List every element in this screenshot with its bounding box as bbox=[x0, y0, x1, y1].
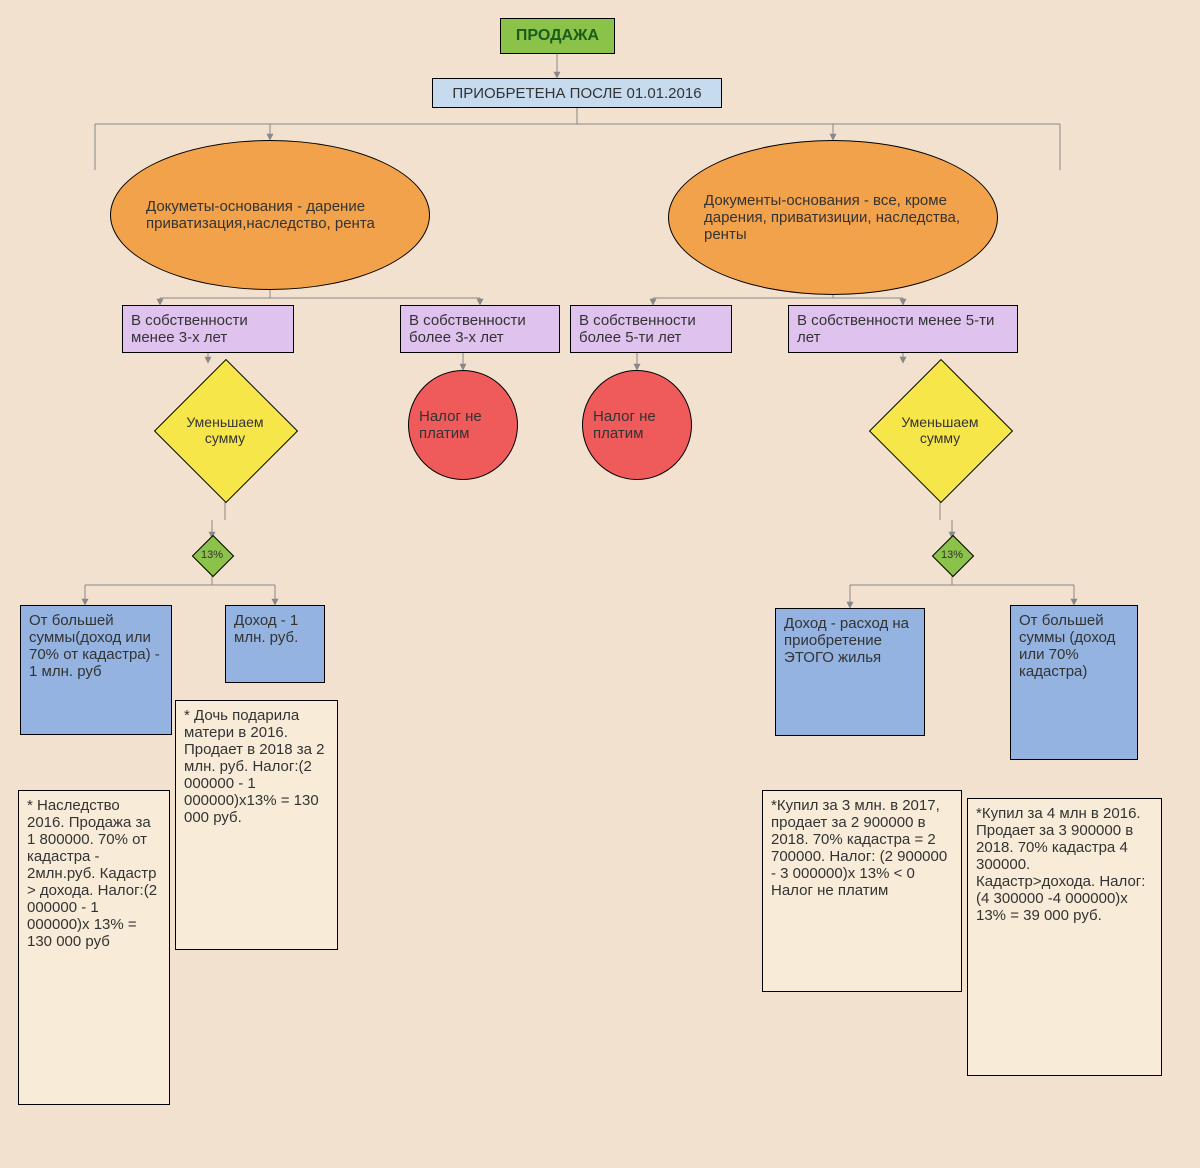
ownership-more-5yr: В собственности более 5-ти лет bbox=[570, 305, 732, 353]
no-tax-right-circle: Налог не платим bbox=[582, 370, 692, 480]
docs-right-text: Документы-основания - все, кроме дарения… bbox=[704, 192, 962, 243]
no-tax-left-circle: Налог не платим bbox=[408, 370, 518, 480]
reduce-amount-left-diamond: Уменьшаем сумму bbox=[175, 380, 275, 480]
docs-basis-right-ellipse: Документы-основания - все, кроме дарения… bbox=[668, 140, 998, 295]
ownership-more-3yr: В собственности более 3-х лет bbox=[400, 305, 560, 353]
example-inheritance-2016: * Наследство 2016. Продажа за 1 800000. … bbox=[18, 790, 170, 1105]
ownership-less-3yr: В собственности менее 3-х лет bbox=[122, 305, 294, 353]
callout-income-minus-1m: Доход - 1 млн. руб. bbox=[225, 605, 325, 683]
reduce-amount-right-diamond: Уменьшаем сумму bbox=[890, 380, 990, 480]
example-bought-4m-2016: *Купил за 4 млн в 2016. Продает за 3 900… bbox=[967, 798, 1162, 1076]
callout-larger-sum-minus-1m: От большей суммы(доход или 70% от кадаст… bbox=[20, 605, 172, 735]
acquired-label: ПРИОБРЕТЕНА ПОСЛЕ 01.01.2016 bbox=[452, 85, 701, 102]
pct-13-right-diamond: 13% bbox=[938, 541, 966, 569]
callout-income-minus-expense: Доход - расход на приобретение ЭТОГО жил… bbox=[775, 608, 925, 736]
ownership-less-5yr: В собственности менее 5-ти лет bbox=[788, 305, 1018, 353]
pct-13-left-diamond: 13% bbox=[198, 541, 226, 569]
acquired-after-node: ПРИОБРЕТЕНА ПОСЛЕ 01.01.2016 bbox=[432, 78, 722, 108]
example-bought-3m-2017: *Купил за 3 млн. в 2017, продает за 2 90… bbox=[762, 790, 962, 992]
docs-left-text: Докуметы-основания - дарение приватизаци… bbox=[146, 198, 394, 232]
example-daughter-gift: * Дочь подарила матери в 2016. Продает в… bbox=[175, 700, 338, 950]
callout-larger-sum-70pct: От большей суммы (доход или 70% кадастра… bbox=[1010, 605, 1138, 760]
root-node-sale: ПРОДАЖА bbox=[500, 18, 615, 54]
docs-basis-left-ellipse: Докуметы-основания - дарение приватизаци… bbox=[110, 140, 430, 290]
root-label: ПРОДАЖА bbox=[516, 27, 599, 45]
